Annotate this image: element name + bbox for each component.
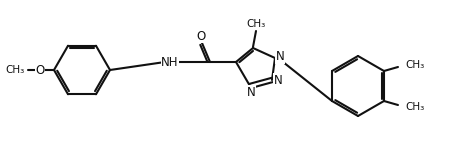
Text: N: N xyxy=(275,51,284,64)
Text: O: O xyxy=(196,30,205,43)
Text: O: O xyxy=(35,64,45,76)
Text: N: N xyxy=(246,85,255,98)
Text: CH₃: CH₃ xyxy=(404,60,423,70)
Text: CH₃: CH₃ xyxy=(6,65,25,75)
Text: CH₃: CH₃ xyxy=(246,19,265,29)
Text: N: N xyxy=(273,73,282,86)
Text: CH₃: CH₃ xyxy=(404,102,423,112)
Text: NH: NH xyxy=(161,55,178,69)
